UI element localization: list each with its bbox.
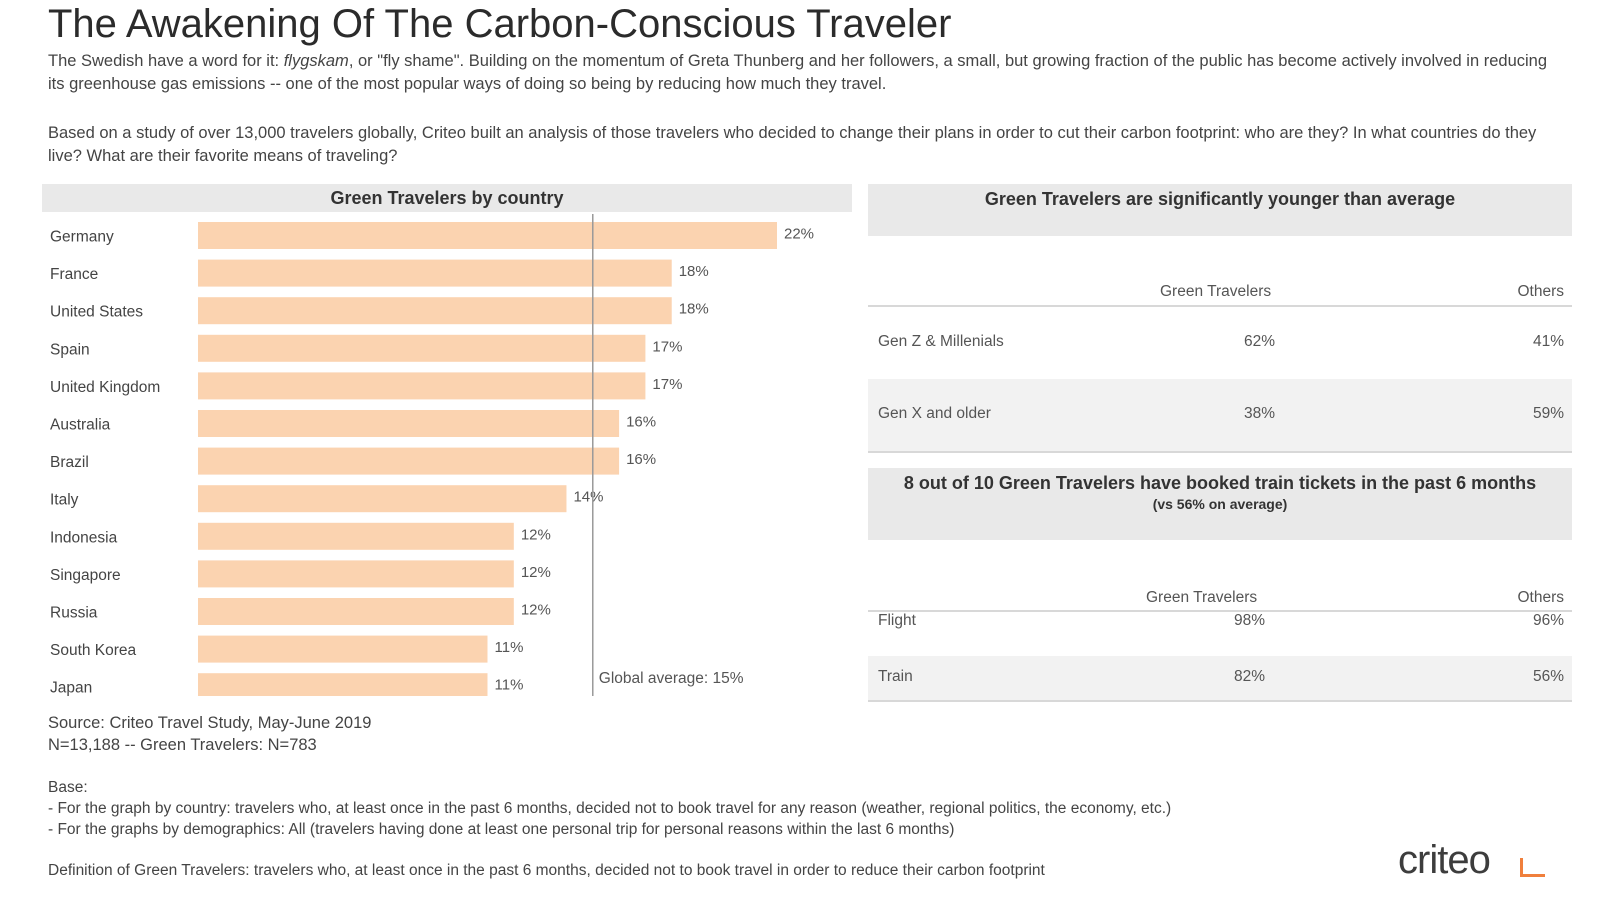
age-col-others: Others [1517, 283, 1564, 300]
base-title: Base: [48, 779, 88, 796]
source-note: Source: Criteo Travel Study, May-June 20… [48, 714, 372, 732]
train-col-others: Others [1517, 589, 1564, 606]
category-label: France [50, 266, 98, 283]
bar [198, 673, 488, 696]
intro-paragraph-2: Based on a study of over 13,000 traveler… [48, 124, 1537, 165]
bar-chart-title: Green Travelers by country [42, 184, 852, 212]
category-label: Spain [50, 341, 90, 358]
base-note-2: - For the graphs by demographics: All (t… [48, 821, 955, 838]
table-row: Train 82% 56% [868, 656, 1572, 700]
bar [198, 334, 646, 362]
base-note-1: - For the graph by country: travelers wh… [48, 800, 1172, 817]
bar [198, 485, 567, 513]
age-table: Green Travelers Others Gen Z & Millenial… [868, 283, 1572, 463]
sample-note: N=13,188 -- Green Travelers: N=783 [48, 736, 317, 754]
train-title-main: 8 out of 10 Green Travelers have booked … [903, 473, 1537, 493]
age-row-label: Gen X and older [878, 405, 991, 422]
train-row-label: Train [878, 668, 913, 685]
value-label: 14% [573, 489, 603, 506]
train-table-title: 8 out of 10 Green Travelers have booked … [868, 468, 1572, 540]
bar [198, 447, 620, 475]
value-label: 12% [521, 602, 551, 619]
global-average-label: Global average: 15% [599, 670, 744, 687]
criteo-logo: criteo [1398, 838, 1491, 882]
value-label: 12% [521, 564, 551, 581]
logo-corner-mark [1520, 858, 1545, 877]
train-row-green: 98% [1234, 612, 1266, 629]
value-label: 12% [521, 526, 551, 543]
category-label: United Kingdom [50, 379, 160, 396]
category-label: United States [50, 304, 143, 321]
intro-text-suffix: , or "fly shame". Building on the moment… [48, 52, 1548, 93]
train-row-others: 96% [1532, 612, 1564, 629]
value-label: 17% [652, 376, 682, 393]
table-row: Flight 98% 96% [868, 612, 1572, 656]
value-label: 16% [626, 451, 656, 468]
train-table: Green Travelers Others Flight 98% 96% Tr… [868, 589, 1572, 704]
bar [198, 522, 514, 550]
age-table-title: Green Travelers are significantly younge… [868, 184, 1572, 236]
category-label: Indonesia [50, 529, 118, 546]
category-label: Germany [50, 229, 114, 246]
train-header-rule [868, 610, 1572, 612]
country-bar-chart: Germany 22% France 18% United States 18% Spain… [50, 214, 814, 696]
category-label: South Korea [50, 642, 137, 659]
intro-paragraph-1: The Swedish have a word for it: flygskam… [48, 50, 1568, 96]
bar [198, 598, 514, 625]
category-label: Australia [50, 417, 111, 434]
intro-emphasis: flygskam [283, 52, 349, 70]
table-row: Gen X and older 38% 59% [868, 379, 1572, 451]
age-row-green: 62% [1244, 333, 1276, 350]
age-col-green: Green Travelers [1160, 283, 1272, 300]
age-row-label: Gen Z & Millenials [878, 333, 1004, 350]
value-label: 18% [679, 263, 709, 280]
bar [198, 635, 488, 663]
value-label: 18% [679, 301, 709, 318]
train-col-green: Green Travelers [1146, 589, 1258, 606]
age-row-others: 41% [1532, 333, 1564, 350]
category-label: Italy [50, 492, 79, 509]
bar [198, 372, 646, 400]
category-label: Brazil [50, 454, 89, 471]
value-label: 22% [784, 226, 814, 243]
bar [198, 410, 620, 437]
category-label: Russia [50, 605, 98, 622]
page-title: The Awakening Of The Carbon-Conscious Tr… [48, 2, 952, 46]
value-label: 11% [495, 639, 524, 656]
age-row-green: 38% [1244, 405, 1276, 422]
value-label: 11% [495, 677, 524, 694]
train-bottom-rule [868, 700, 1572, 702]
bar [198, 560, 514, 588]
bar [198, 222, 777, 249]
intro-text-prefix: The Swedish have a word for it: [48, 52, 284, 70]
bar [198, 297, 672, 325]
age-bottom-rule [868, 451, 1572, 453]
age-row-others: 59% [1532, 405, 1564, 422]
train-row-label: Flight [878, 612, 916, 629]
table-row: Gen Z & Millenials 62% 41% [868, 307, 1572, 379]
train-title-sub: (vs 56% on average) [1152, 496, 1288, 512]
value-label: 16% [626, 414, 656, 431]
bar [198, 259, 672, 287]
definition-note: Definition of Green Travelers: travelers… [48, 862, 1045, 879]
category-label: Singapore [50, 567, 121, 584]
train-row-green: 82% [1234, 668, 1266, 685]
value-label: 17% [652, 338, 682, 355]
train-row-others: 56% [1532, 668, 1564, 685]
category-label: Japan [50, 680, 92, 696]
age-header-rule [868, 305, 1572, 307]
